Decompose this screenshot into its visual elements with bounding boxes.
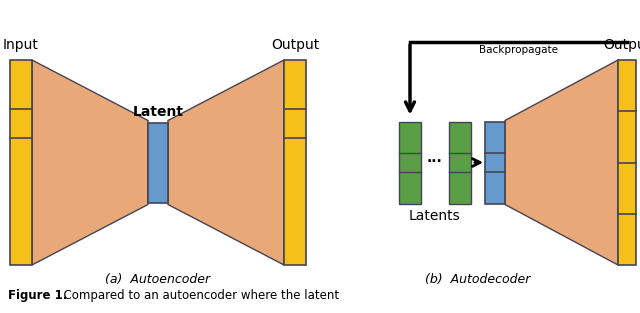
Text: Output: Output (603, 38, 640, 52)
Text: (a)  Autoencoder: (a) Autoencoder (106, 274, 211, 286)
Text: Latent: Latent (132, 105, 184, 120)
Text: Backpropagate: Backpropagate (479, 45, 558, 55)
Text: Figure 1.: Figure 1. (8, 289, 67, 301)
Polygon shape (32, 60, 148, 265)
Text: Input: Input (3, 38, 39, 52)
Bar (148, 122, 168, 203)
Text: Compared to an autoencoder where the latent: Compared to an autoencoder where the lat… (56, 289, 339, 301)
Bar (449, 121, 471, 203)
Bar (10, 60, 32, 265)
Polygon shape (168, 60, 284, 265)
Bar (618, 60, 636, 265)
Bar (485, 121, 505, 203)
Text: Latents: Latents (409, 208, 461, 223)
Bar (399, 121, 421, 203)
Text: Output: Output (271, 38, 319, 52)
Polygon shape (505, 60, 618, 265)
Text: ···: ··· (427, 156, 443, 170)
Bar (284, 60, 306, 265)
Text: (b)  Autodecoder: (b) Autodecoder (425, 274, 530, 286)
